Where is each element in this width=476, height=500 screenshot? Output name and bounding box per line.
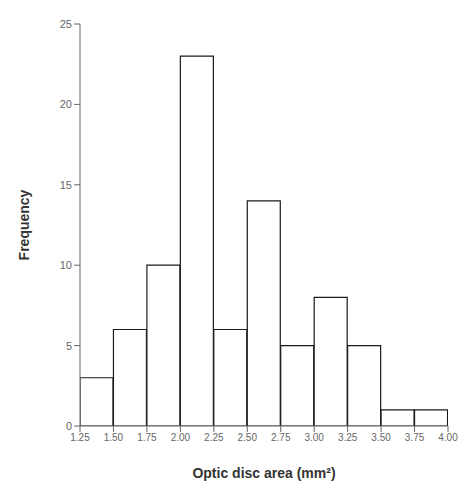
svg-text:20: 20	[60, 98, 72, 110]
svg-text:1.50: 1.50	[104, 432, 124, 443]
svg-text:2.75: 2.75	[271, 432, 291, 443]
svg-text:15: 15	[60, 179, 72, 191]
svg-text:4.00: 4.00	[438, 432, 458, 443]
svg-text:1.25: 1.25	[70, 432, 90, 443]
svg-text:3.50: 3.50	[371, 432, 391, 443]
svg-text:5: 5	[66, 340, 72, 352]
svg-text:10: 10	[60, 259, 72, 271]
svg-text:2.50: 2.50	[238, 432, 258, 443]
svg-text:2.00: 2.00	[171, 432, 191, 443]
svg-text:3.00: 3.00	[304, 432, 324, 443]
svg-text:25: 25	[60, 18, 72, 30]
svg-text:3.75: 3.75	[405, 432, 425, 443]
svg-text:1.75: 1.75	[137, 432, 157, 443]
svg-text:0: 0	[66, 420, 72, 432]
svg-text:3.25: 3.25	[338, 432, 358, 443]
svg-text:2.25: 2.25	[204, 432, 224, 443]
svg-text:Frequency: Frequency	[16, 189, 32, 260]
svg-text:Optic disc area (mm²): Optic disc area (mm²)	[192, 465, 335, 481]
